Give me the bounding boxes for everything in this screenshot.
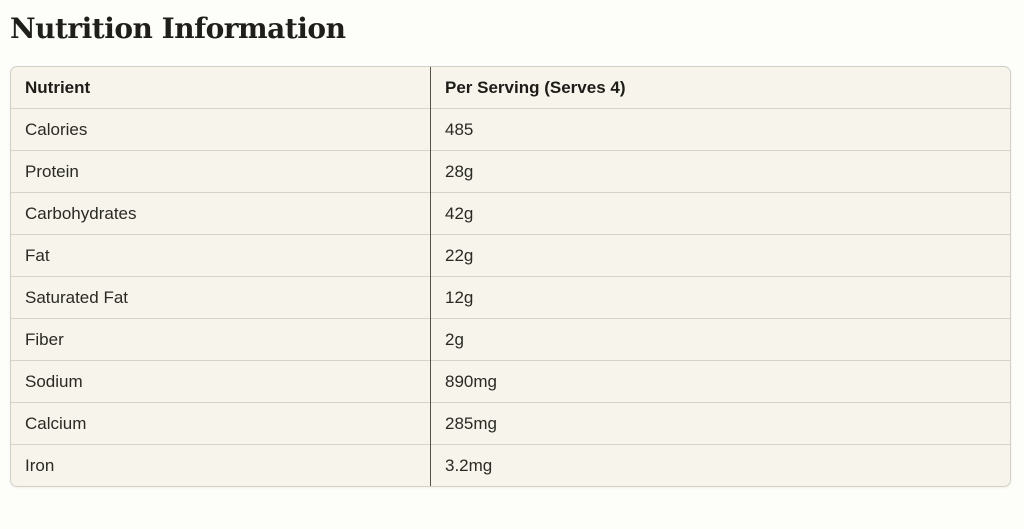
table-row: Carbohydrates 42g xyxy=(11,192,1010,235)
nutrient-cell: Protein xyxy=(11,150,431,193)
value-cell: 285mg xyxy=(445,413,497,433)
page: Nutrition Information Nutrient Per Servi… xyxy=(0,13,1024,487)
value-cell: 28g xyxy=(445,161,474,181)
nutrient-cell: Calcium xyxy=(11,402,431,445)
table-row: Calcium 285mg xyxy=(11,402,1010,445)
value-cell: 2g xyxy=(445,329,464,349)
table-row: Calories 485 xyxy=(11,108,1010,151)
table-row: Saturated Fat 12g xyxy=(11,276,1010,319)
page-title: Nutrition Information xyxy=(10,12,346,45)
nutrient-cell: Iron xyxy=(11,444,431,486)
nutrient-cell: Saturated Fat xyxy=(11,276,431,319)
table-row: Sodium 890mg xyxy=(11,360,1010,403)
value-cell: 12g xyxy=(445,287,474,307)
nutrition-table-card: Nutrient Per Serving (Serves 4) Calories… xyxy=(10,66,1011,487)
nutrient-column-header: Nutrient xyxy=(11,67,431,109)
header-row: Nutrient Per Serving (Serves 4) xyxy=(11,67,1010,109)
nutrient-cell: Carbohydrates xyxy=(11,192,431,235)
table-row: Fat 22g xyxy=(11,234,1010,277)
per-serving-column-header: Per Serving (Serves 4) xyxy=(445,77,626,97)
table-row: Protein 28g xyxy=(11,150,1010,193)
value-cell: 890mg xyxy=(445,371,497,391)
table-row: Fiber 2g xyxy=(11,318,1010,361)
value-cell: 22g xyxy=(445,245,474,265)
nutrient-cell: Calories xyxy=(11,108,431,151)
value-cell: 3.2mg xyxy=(445,455,493,475)
nutrient-cell: Sodium xyxy=(11,360,431,403)
nutrition-table: Nutrient Per Serving (Serves 4) Calories… xyxy=(11,67,1010,486)
value-cell: 485 xyxy=(445,119,474,139)
table-row: Iron 3.2mg xyxy=(11,444,1010,486)
value-cell: 42g xyxy=(445,203,474,223)
nutrient-cell: Fat xyxy=(11,234,431,277)
nutrient-cell: Fiber xyxy=(11,318,431,361)
